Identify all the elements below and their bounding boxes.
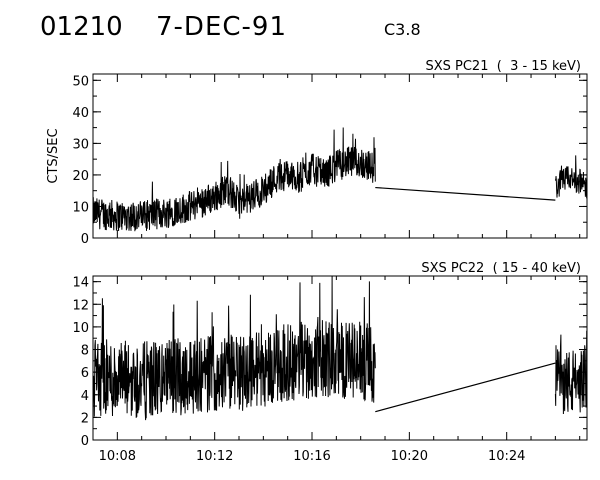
y-tick-label: 40 bbox=[72, 106, 89, 121]
y-tick-label: 0 bbox=[81, 434, 89, 449]
plot-frame bbox=[92, 73, 588, 239]
y-tick-label: 8 bbox=[81, 344, 89, 359]
y-tick-label: 4 bbox=[81, 389, 89, 404]
y-tick-label: 0 bbox=[81, 232, 89, 247]
gap-line bbox=[375, 362, 556, 413]
goes-class: C3.8 bbox=[384, 20, 421, 39]
panel-1: SXS PC21 ( 3 - 15 keV) 0 10 20 30 40 50 CTS/SEC bbox=[46, 59, 588, 247]
y-tick-label: 20 bbox=[72, 169, 89, 184]
observation-date: 7-DEC-91 bbox=[156, 12, 287, 42]
panel-title: SXS PC21 ( 3 - 15 keV) bbox=[425, 59, 581, 74]
y-tick-label: 50 bbox=[72, 74, 89, 89]
y-axis-label: CTS/SEC bbox=[46, 128, 61, 183]
panel-title: SXS PC22 ( 15 - 40 keV) bbox=[421, 261, 581, 276]
flare-id: 01210 bbox=[40, 12, 123, 42]
y-tick-label: 10 bbox=[72, 200, 89, 215]
y-tick-label: 30 bbox=[72, 137, 89, 152]
lightcurve-trace bbox=[554, 155, 588, 199]
lightcurve-trace bbox=[554, 330, 588, 415]
x-tick-label: 10:16 bbox=[293, 449, 330, 464]
x-tick-label: 10:24 bbox=[488, 449, 525, 464]
x-tick-label: 10:20 bbox=[391, 449, 428, 464]
x-tick-label: 10:12 bbox=[196, 449, 233, 464]
y-tick-label: 10 bbox=[72, 321, 89, 336]
lightcurve-trace bbox=[92, 275, 376, 421]
panel-2: SXS PC22 ( 15 - 40 keV) 0 2 4 6 8 10 12 14 10:08 1… bbox=[72, 261, 588, 464]
y-tick-label: 14 bbox=[72, 276, 89, 291]
y-tick-label: 12 bbox=[72, 298, 89, 313]
x-tick-label: 10:08 bbox=[99, 449, 136, 464]
y-tick-label: 6 bbox=[81, 366, 89, 381]
y-tick-label: 2 bbox=[81, 411, 89, 426]
lightcurve-trace bbox=[92, 127, 376, 232]
gap-line bbox=[375, 186, 556, 201]
